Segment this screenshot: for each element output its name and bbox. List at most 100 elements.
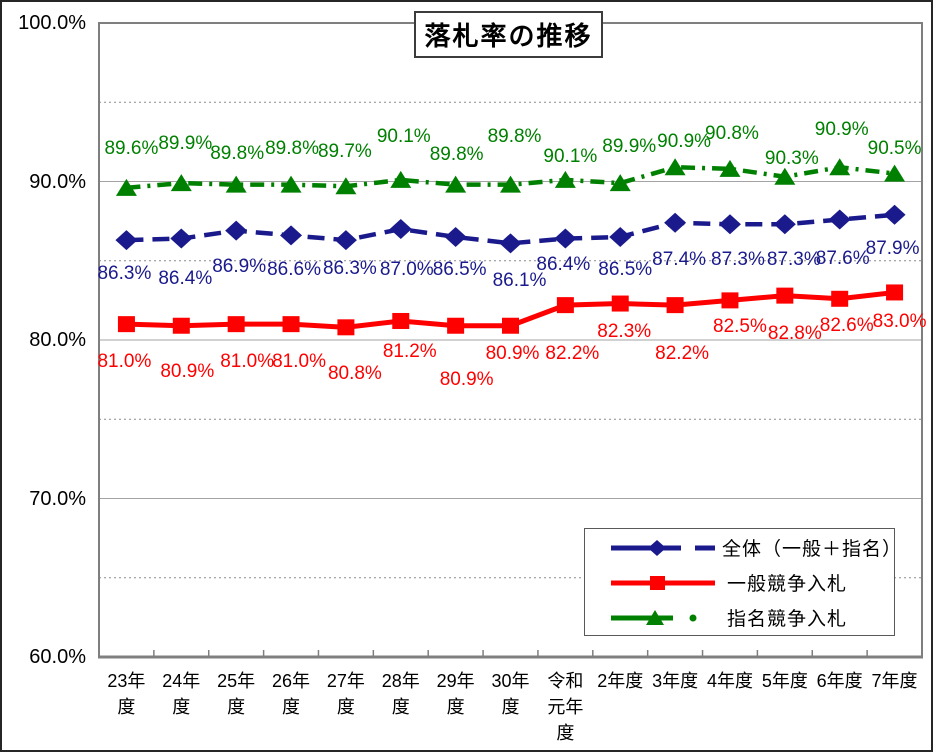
legend-sample-part: [648, 539, 666, 556]
data-point-marker: [719, 159, 741, 177]
data-point-marker: [334, 230, 357, 251]
x-axis-label: 6年度: [816, 671, 863, 691]
data-point-marker: [499, 233, 522, 254]
legend-sample-line: [611, 609, 697, 625]
data-label: 87.0%: [379, 259, 434, 281]
data-point-marker: [170, 174, 192, 192]
data-point-marker: [554, 228, 577, 249]
legend-sample-line: [611, 539, 715, 556]
data-label: 87.4%: [652, 248, 707, 270]
x-axis-label: 24年度: [162, 671, 201, 717]
data-point-marker: [664, 212, 687, 233]
data-label: 86.1%: [492, 270, 547, 292]
data-point-marker: [392, 312, 410, 329]
data-point-marker: [611, 295, 629, 312]
x-axis-label: 2年度: [597, 671, 644, 691]
data-point-marker: [556, 297, 574, 314]
data-label: 89.7%: [317, 141, 372, 163]
data-label: 82.3%: [597, 320, 652, 342]
x-axis-label: 29年度: [436, 671, 475, 717]
data-label: 80.9%: [485, 342, 540, 364]
data-point-marker: [502, 317, 519, 334]
data-point-marker: [280, 225, 303, 246]
data-point-marker: [444, 226, 467, 247]
data-point-marker: [115, 178, 137, 196]
x-axis-label: 5年度: [761, 671, 808, 691]
y-axis-tick-label: 90.0%: [29, 171, 86, 193]
data-point-marker: [884, 164, 906, 182]
data-label: 90.5%: [867, 137, 922, 159]
data-point-marker: [828, 209, 851, 230]
y-axis-tick-label: 100.0%: [18, 12, 86, 34]
data-point-marker: [609, 174, 631, 192]
legend-item-label: 指名競争入札: [727, 609, 848, 630]
data-label: 81.0%: [272, 351, 326, 373]
chart-title-text: 落札率の推移: [424, 21, 593, 51]
legend-item: 全体（一般＋指名）: [609, 530, 903, 565]
data-point-marker: [447, 317, 465, 334]
data-label: 81.2%: [382, 340, 437, 362]
data-label: 82.5%: [713, 316, 767, 338]
data-label: 81.0%: [97, 351, 152, 373]
data-label: 81.0%: [220, 351, 275, 373]
data-point-marker: [282, 316, 300, 333]
legend-item: 指名競争入札: [609, 600, 894, 635]
x-axis-label: 7年度: [871, 671, 918, 691]
data-label: 86.3%: [322, 258, 377, 280]
data-point-marker: [774, 167, 796, 185]
x-axis-label: 30年度: [491, 671, 530, 717]
data-point-marker: [721, 292, 739, 309]
data-point-marker: [829, 158, 851, 176]
data-label: 89.8%: [210, 142, 265, 164]
data-point-marker: [666, 297, 684, 314]
legend-sample-line: [611, 575, 715, 590]
data-label: 82.2%: [655, 343, 710, 365]
data-point-marker: [664, 158, 686, 176]
data-label: 90.1%: [376, 125, 431, 147]
data-point-marker: [225, 175, 247, 193]
x-axis-label: 27年度: [326, 671, 365, 717]
data-label: 82.6%: [819, 314, 874, 336]
data-label: 89.6%: [104, 137, 159, 159]
data-point-marker: [773, 214, 796, 235]
data-point-marker: [389, 219, 412, 240]
data-label: 86.9%: [212, 255, 267, 277]
data-point-marker: [170, 228, 193, 249]
data-point-marker: [337, 319, 355, 336]
data-label: 86.3%: [97, 263, 152, 285]
data-label: 89.8%: [429, 143, 484, 165]
data-label: 86.6%: [267, 259, 321, 281]
x-axis-label: 23年度: [107, 671, 146, 717]
data-point-marker: [554, 170, 576, 188]
data-point-marker: [227, 316, 245, 333]
data-label: 86.5%: [598, 258, 653, 280]
data-point-marker: [776, 287, 794, 304]
data-label: 83.0%: [872, 311, 927, 333]
data-point-marker: [500, 175, 521, 193]
legend-item-label: 全体（一般＋指名）: [722, 539, 903, 560]
data-label: 86.5%: [432, 258, 487, 280]
data-label: 80.9%: [439, 368, 494, 390]
data-point-marker: [883, 204, 906, 225]
data-point-marker: [115, 230, 138, 251]
data-point-marker: [225, 220, 248, 241]
data-label: 89.9%: [602, 136, 657, 158]
legend-sample-part: [689, 614, 697, 621]
x-axis-label: 28年度: [381, 671, 420, 717]
x-axis-label: 3年度: [652, 671, 699, 691]
data-point-marker: [117, 316, 135, 333]
data-label: 89.8%: [487, 125, 542, 147]
data-point-marker: [886, 284, 904, 301]
data-label: 87.9%: [865, 237, 920, 259]
data-point-marker: [609, 226, 632, 247]
legend-sample-part: [650, 575, 665, 590]
data-point-marker: [831, 290, 849, 307]
legend-item-label: 一般競争入札: [727, 574, 848, 595]
data-point-marker: [335, 177, 357, 195]
data-label: 87.3%: [766, 249, 821, 271]
data-point-marker: [280, 175, 302, 193]
legend: 全体（一般＋指名） 一般競争入札 指名競争入札: [584, 528, 903, 636]
data-label: 90.8%: [705, 122, 759, 144]
